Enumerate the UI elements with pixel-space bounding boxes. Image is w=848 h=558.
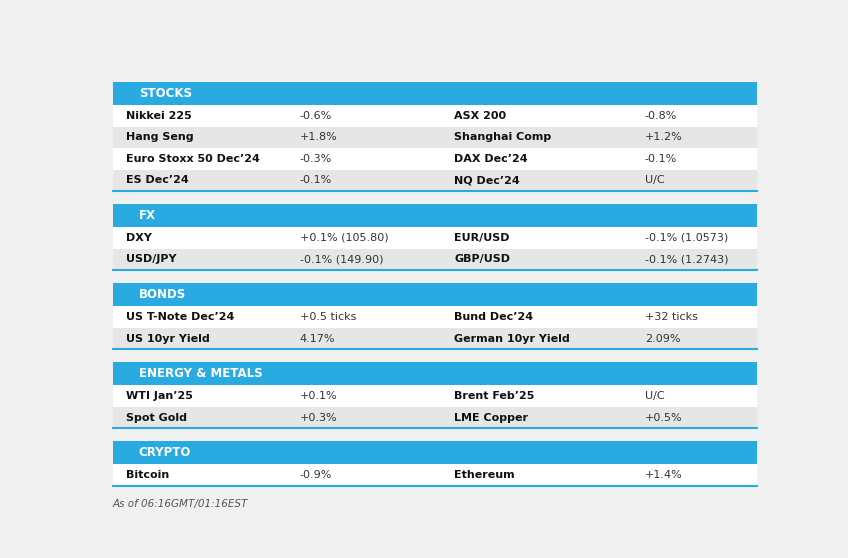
Text: +1.8%: +1.8% xyxy=(300,132,338,142)
Text: -0.1% (1.2743): -0.1% (1.2743) xyxy=(644,254,728,264)
Text: Bund Dec’24: Bund Dec’24 xyxy=(455,312,533,322)
Text: ES Dec’24: ES Dec’24 xyxy=(126,175,188,185)
Text: Shanghai Comp: Shanghai Comp xyxy=(455,132,551,142)
Text: +0.3%: +0.3% xyxy=(300,412,338,422)
Bar xyxy=(113,362,756,386)
Text: 4.17%: 4.17% xyxy=(300,334,335,344)
Text: FX: FX xyxy=(139,209,156,222)
Text: LME Copper: LME Copper xyxy=(455,412,528,422)
Text: Hang Seng: Hang Seng xyxy=(126,132,193,142)
Text: 2.09%: 2.09% xyxy=(644,334,680,344)
Text: USD/JPY: USD/JPY xyxy=(126,254,176,264)
Text: Spot Gold: Spot Gold xyxy=(126,412,187,422)
Text: EUR/USD: EUR/USD xyxy=(455,233,510,243)
Bar xyxy=(113,328,756,349)
Text: U/C: U/C xyxy=(644,175,665,185)
Text: German 10yr Yield: German 10yr Yield xyxy=(455,334,570,344)
Bar xyxy=(113,204,756,227)
Text: CRYPTO: CRYPTO xyxy=(139,446,192,459)
Bar xyxy=(113,249,756,270)
Text: As of 06:16GMT/01:16EST: As of 06:16GMT/01:16EST xyxy=(113,499,248,509)
Text: ENERGY & METALS: ENERGY & METALS xyxy=(139,367,263,380)
Text: +0.5%: +0.5% xyxy=(644,412,683,422)
Text: DAX Dec’24: DAX Dec’24 xyxy=(455,154,528,164)
Text: Ethereum: Ethereum xyxy=(455,470,515,480)
Bar xyxy=(113,227,756,249)
Bar xyxy=(113,283,756,306)
Text: BONDS: BONDS xyxy=(139,288,186,301)
Text: +0.5 ticks: +0.5 ticks xyxy=(300,312,356,322)
Text: -0.6%: -0.6% xyxy=(300,111,332,121)
Bar xyxy=(113,306,756,328)
Text: -0.1%: -0.1% xyxy=(300,175,332,185)
Text: GBP/USD: GBP/USD xyxy=(455,254,510,264)
Bar xyxy=(113,105,756,127)
Bar xyxy=(113,148,756,170)
Text: +0.1% (105.80): +0.1% (105.80) xyxy=(300,233,388,243)
Text: Nikkei 225: Nikkei 225 xyxy=(126,111,192,121)
Text: Brent Feb’25: Brent Feb’25 xyxy=(455,391,535,401)
Text: +1.2%: +1.2% xyxy=(644,132,683,142)
Text: +0.1%: +0.1% xyxy=(300,391,338,401)
Text: WTI Jan’25: WTI Jan’25 xyxy=(126,391,192,401)
Text: US T-Note Dec’24: US T-Note Dec’24 xyxy=(126,312,234,322)
Bar xyxy=(113,82,756,105)
Text: ASX 200: ASX 200 xyxy=(455,111,506,121)
Text: Bitcoin: Bitcoin xyxy=(126,470,169,480)
Bar xyxy=(113,127,756,148)
Text: -0.1% (1.0573): -0.1% (1.0573) xyxy=(644,233,728,243)
Text: U/C: U/C xyxy=(644,391,665,401)
Bar xyxy=(113,441,756,464)
Text: NQ Dec’24: NQ Dec’24 xyxy=(455,175,520,185)
Bar xyxy=(113,170,756,191)
Text: +1.4%: +1.4% xyxy=(644,470,683,480)
Text: DXY: DXY xyxy=(126,233,152,243)
Text: -0.9%: -0.9% xyxy=(300,470,332,480)
Text: +32 ticks: +32 ticks xyxy=(644,312,698,322)
Text: Euro Stoxx 50 Dec’24: Euro Stoxx 50 Dec’24 xyxy=(126,154,259,164)
Bar xyxy=(113,464,756,486)
Text: -0.1%: -0.1% xyxy=(644,154,678,164)
Text: STOCKS: STOCKS xyxy=(139,87,192,100)
Bar xyxy=(113,407,756,429)
Bar xyxy=(113,386,756,407)
Text: US 10yr Yield: US 10yr Yield xyxy=(126,334,209,344)
Text: -0.1% (149.90): -0.1% (149.90) xyxy=(300,254,383,264)
Text: -0.8%: -0.8% xyxy=(644,111,678,121)
Text: -0.3%: -0.3% xyxy=(300,154,332,164)
